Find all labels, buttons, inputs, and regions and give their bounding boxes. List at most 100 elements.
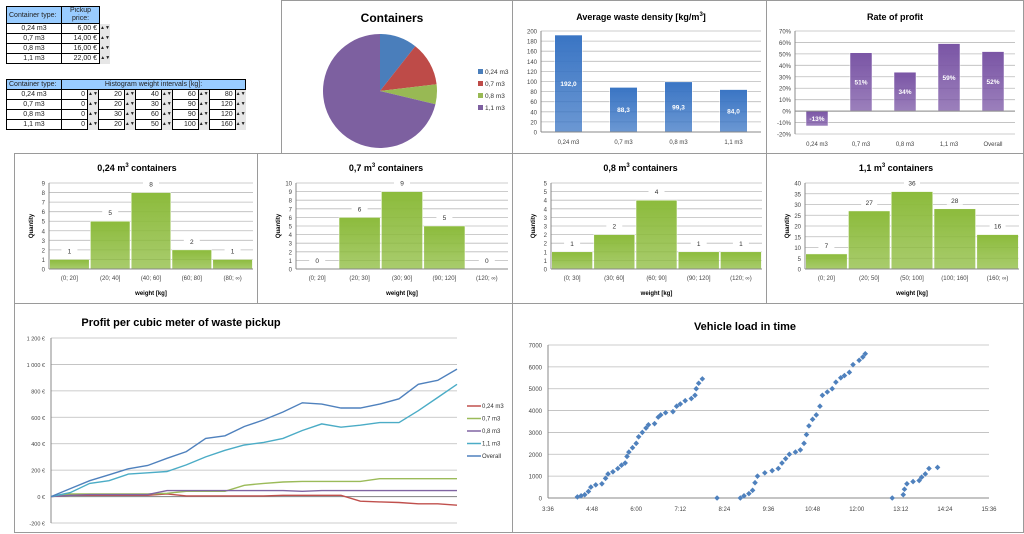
spinner-arrows-icon[interactable]: ▲▼: [88, 110, 99, 120]
spinner-arrows-icon[interactable]: ▲▼: [100, 44, 111, 54]
y-tick-label: 4: [42, 229, 46, 235]
spinner-arrows-icon[interactable]: ▲▼: [198, 110, 209, 120]
chart-title: Vehicle load in time: [694, 321, 796, 333]
spinner-arrows-icon[interactable]: ▲▼: [124, 120, 135, 130]
data-label: 1: [570, 241, 574, 248]
data-point: [682, 398, 688, 404]
interval-cell[interactable]: 30: [98, 110, 124, 120]
spinner-arrows-icon[interactable]: ▲▼: [88, 100, 99, 110]
data-point: [889, 495, 895, 501]
spinner-arrows-icon[interactable]: ▲▼: [100, 34, 111, 44]
interval-cell[interactable]: 90: [172, 100, 198, 110]
x-axis-title: weight [kg]: [895, 291, 928, 297]
x-tick-label: 9:36: [763, 507, 775, 513]
interval-cell[interactable]: 160: [209, 120, 235, 130]
histogram-intervals-table: Container type:Histogram weight interval…: [6, 79, 246, 130]
container-type-cell: 0,24 m3: [7, 24, 62, 34]
interval-cell[interactable]: 60: [172, 90, 198, 100]
col-header: Container type:: [7, 7, 62, 24]
spinner-arrows-icon[interactable]: ▲▼: [235, 90, 245, 100]
interval-cell[interactable]: 50: [135, 120, 161, 130]
price-cell[interactable]: 6,00 €: [62, 24, 100, 34]
data-point: [935, 465, 941, 471]
bar: [131, 193, 171, 269]
bar: [806, 254, 848, 269]
interval-cell[interactable]: 120: [209, 100, 235, 110]
chart-title: 0,8 m3 containers: [603, 163, 677, 173]
price-cell[interactable]: 22,00 €: [62, 54, 100, 64]
data-point: [806, 423, 812, 429]
interval-cell[interactable]: 30: [135, 100, 161, 110]
interval-cell[interactable]: 90: [172, 110, 198, 120]
spinner-arrows-icon[interactable]: ▲▼: [161, 100, 172, 110]
interval-cell[interactable]: 0: [62, 90, 88, 100]
data-point: [856, 358, 862, 364]
interval-cell[interactable]: 20: [98, 120, 124, 130]
bar: [720, 252, 761, 269]
y-tick-label: 200 €: [31, 469, 45, 475]
data-point: [829, 386, 835, 392]
interval-cell[interactable]: 20: [98, 100, 124, 110]
data-label: 1: [697, 241, 701, 248]
interval-cell[interactable]: 40: [135, 90, 161, 100]
bar: [424, 226, 465, 269]
x-category-label: 0,8 m3: [896, 142, 915, 148]
data-label: 84,0: [727, 108, 740, 115]
spinner-arrows-icon[interactable]: ▲▼: [100, 54, 111, 64]
price-cell[interactable]: 16,00 €: [62, 44, 100, 54]
title-text: 1,1 m: [859, 163, 882, 173]
data-label: 7: [825, 243, 829, 250]
y-tick-label: 0: [798, 268, 802, 274]
spinner-arrows-icon[interactable]: ▲▼: [124, 90, 135, 100]
chart-title: Rate of profit: [867, 12, 923, 22]
y-tick-label: 80: [530, 90, 537, 96]
y-tick-label: 5: [798, 257, 802, 263]
y-tick-label: 60: [530, 100, 537, 106]
bar: [934, 209, 976, 269]
x-category-label: (90; 120]: [687, 276, 711, 282]
x-tick-label: 12:00: [849, 507, 865, 513]
spinner-arrows-icon[interactable]: ▲▼: [161, 120, 172, 130]
y-tick-label: 4: [289, 233, 293, 239]
legend-label: 0,24 m3: [485, 69, 509, 76]
y-tick-label: 7000: [529, 344, 543, 350]
interval-cell[interactable]: 20: [98, 90, 124, 100]
bar: [552, 252, 593, 269]
spinner-arrows-icon[interactable]: ▲▼: [88, 90, 99, 100]
spinner-arrows-icon[interactable]: ▲▼: [100, 24, 111, 34]
x-axis-title: weight [kg]: [385, 291, 418, 297]
legend-swatch: [478, 81, 483, 86]
y-tick-label: 5000: [529, 387, 543, 393]
spinner-arrows-icon[interactable]: ▲▼: [198, 90, 209, 100]
interval-cell[interactable]: 100: [172, 120, 198, 130]
interval-cell[interactable]: 80: [209, 90, 235, 100]
spinner-arrows-icon[interactable]: ▲▼: [198, 100, 209, 110]
x-category-label: (160; ∞): [987, 276, 1009, 282]
bar: [339, 217, 380, 269]
interval-cell[interactable]: 120: [209, 110, 235, 120]
interval-cell[interactable]: 0: [62, 100, 88, 110]
spinner-arrows-icon[interactable]: ▲▼: [124, 110, 135, 120]
interval-cell[interactable]: 0: [62, 110, 88, 120]
x-axis-title: weight [kg]: [134, 291, 167, 297]
spinner-arrows-icon[interactable]: ▲▼: [198, 120, 209, 130]
chart-title: 0,7 m3 containers: [349, 163, 423, 173]
interval-cell[interactable]: 60: [135, 110, 161, 120]
data-point: [750, 488, 756, 494]
price-cell[interactable]: 14,00 €: [62, 34, 100, 44]
spinner-arrows-icon[interactable]: ▲▼: [161, 110, 172, 120]
spinner-arrows-icon[interactable]: ▲▼: [235, 120, 245, 130]
spinner-arrows-icon[interactable]: ▲▼: [235, 110, 245, 120]
spinner-arrows-icon[interactable]: ▲▼: [88, 120, 99, 130]
spinner-arrows-icon[interactable]: ▲▼: [235, 100, 245, 110]
interval-cell[interactable]: 0: [62, 120, 88, 130]
spinner-arrows-icon[interactable]: ▲▼: [124, 100, 135, 110]
x-tick-label: 13:12: [893, 507, 909, 513]
y-tick-label: 8: [42, 191, 46, 197]
spinner-arrows-icon[interactable]: ▲▼: [161, 90, 172, 100]
y-tick-label: 10: [285, 182, 292, 188]
